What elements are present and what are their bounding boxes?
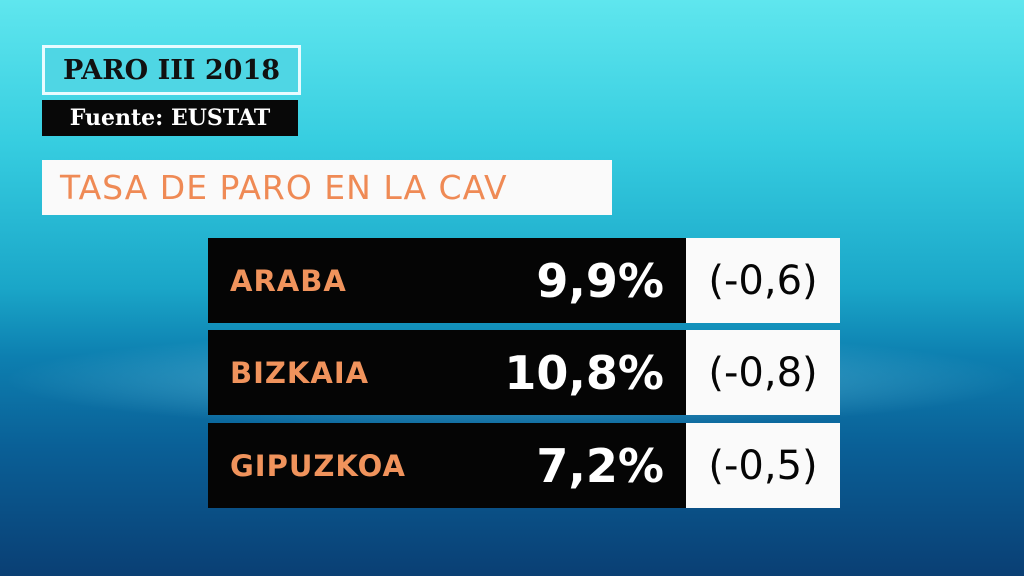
region-name: GIPUZKOA (230, 448, 406, 483)
table-row: GIPUZKOA 7,2% (-0,5) (208, 423, 840, 508)
rate-change: (-0,5) (686, 423, 840, 508)
table-row: BIZKAIA 10,8% (-0,8) (208, 330, 840, 415)
row-label-cell: GIPUZKOA 7,2% (208, 423, 686, 508)
unemployment-rate: 9,9% (536, 253, 664, 308)
row-label-cell: ARABA 9,9% (208, 238, 686, 323)
region-name: ARABA (230, 263, 347, 298)
unemployment-rate: 10,8% (504, 345, 664, 400)
heading: TASA DE PARO EN LA CAV (42, 160, 612, 215)
region-name: BIZKAIA (230, 355, 370, 390)
row-label-cell: BIZKAIA 10,8% (208, 330, 686, 415)
rate-change: (-0,8) (686, 330, 840, 415)
unemployment-rate: 7,2% (536, 438, 664, 493)
source: Fuente: EUSTAT (42, 100, 298, 136)
rate-change: (-0,6) (686, 238, 840, 323)
table-row: ARABA 9,9% (-0,6) (208, 238, 840, 323)
title: PARO III 2018 (42, 45, 301, 95)
